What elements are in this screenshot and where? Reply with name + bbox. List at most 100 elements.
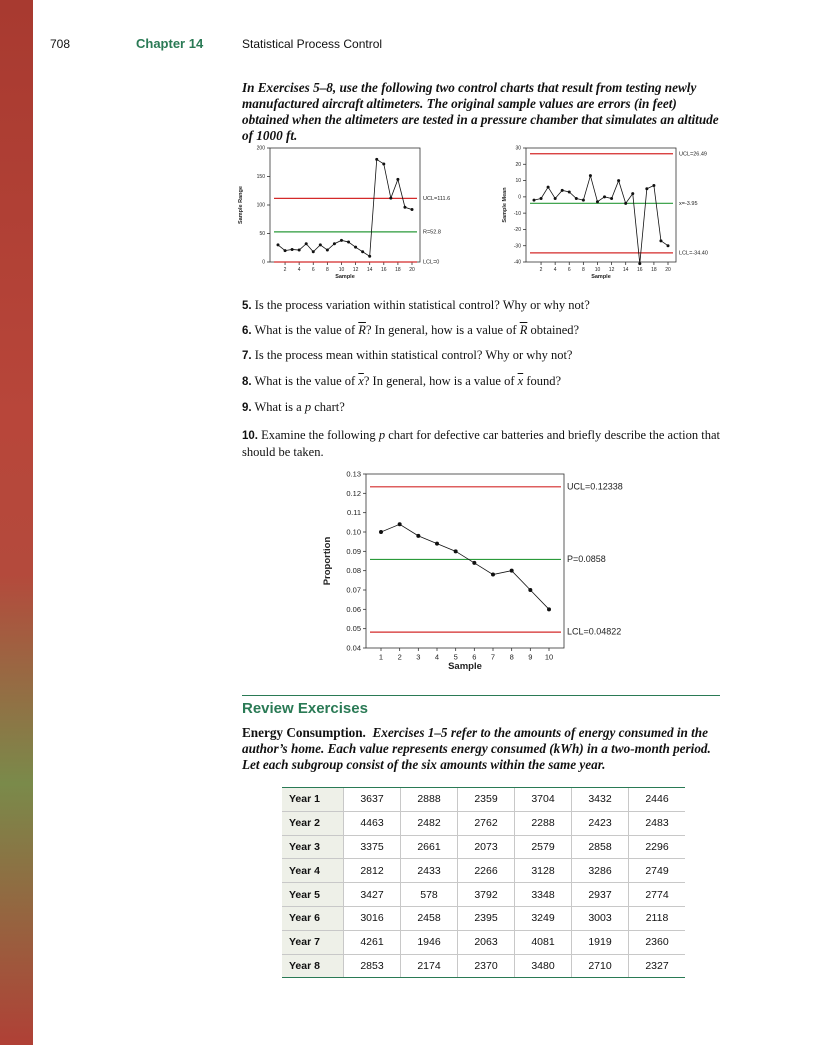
y-axis-label: Sample Mean [502, 187, 508, 223]
y-axis-label: Sample Range [238, 186, 244, 224]
data-point [472, 560, 477, 565]
data-point [382, 162, 386, 166]
table-row: Year 5 3427 578 3792 3348 2937 2774 [282, 882, 685, 907]
table-cell: 2063 [457, 930, 515, 955]
y-tick-label: 0.04 [346, 644, 361, 653]
x-tick-label: 8 [326, 267, 329, 273]
page-spine-decoration [0, 0, 33, 1045]
table-cell: 1919 [571, 930, 629, 955]
table-cell: 3637 [343, 787, 401, 812]
question-number: 10. [242, 430, 258, 442]
x-tick-label: 7 [491, 653, 495, 662]
energy-table: Year 1 3637 2888 2359 3704 3432 2446 Year 2 4463… [282, 787, 685, 979]
y-tick-label: 0 [518, 195, 521, 201]
table-cell: 4463 [343, 811, 401, 836]
data-point [290, 247, 294, 251]
x-tick-label: 16 [637, 267, 643, 273]
control-line-label: x=-3.95 [679, 201, 698, 207]
r-bar-symbol: R [519, 323, 528, 337]
y-tick-label: 0.13 [346, 470, 361, 479]
table-cell: 2370 [457, 954, 515, 979]
x-axis-label: Sample [448, 661, 482, 672]
data-point [354, 245, 358, 249]
data-point [595, 200, 599, 204]
table-row: Year 8 2853 2174 2370 3480 2710 2327 [282, 954, 685, 979]
data-point [368, 254, 372, 258]
x-tick-label: 8 [510, 653, 514, 662]
data-point [283, 249, 287, 253]
control-line-label: R=52.8 [423, 230, 441, 236]
x-tick-label: 12 [609, 267, 615, 273]
table-cell: 2661 [400, 835, 458, 860]
question-text: Is the process mean within statistical c… [254, 348, 573, 362]
y-tick-label: 100 [257, 203, 266, 209]
row-label: Year 6 [282, 906, 344, 931]
table-cell: 2433 [400, 858, 458, 884]
table-cell: 2458 [400, 906, 458, 931]
control-line-label: UCL=26.49 [679, 151, 707, 157]
data-point [403, 205, 407, 209]
question-text: What is a [254, 400, 305, 414]
review-exercises-heading: Review Exercises [242, 700, 368, 717]
question-text: ? In general, how is a value of [365, 323, 520, 337]
row-label: Year 7 [282, 930, 344, 955]
table-cell: 2446 [628, 787, 685, 812]
data-point [318, 243, 322, 247]
y-tick-label: 10 [515, 178, 521, 184]
x-tick-label: 20 [409, 267, 415, 273]
r-bar-symbol: R [358, 323, 366, 337]
x-tick-label: 14 [623, 267, 629, 273]
x-tick-label: 4 [298, 267, 301, 273]
table-cell: 3003 [571, 906, 629, 931]
control-line-label: UCL=111.6 [423, 196, 450, 202]
exercise-intro: In Exercises 5–8, use the following two … [242, 80, 719, 143]
question-6: 6. What is the value of R? In general, h… [242, 322, 720, 339]
control-line-label: UCL=0.12338 [567, 481, 623, 491]
table-cell: 2359 [457, 787, 515, 812]
question-text: Examine the following [261, 428, 379, 442]
table-cell: 1946 [400, 930, 458, 955]
y-tick-label: 30 [515, 146, 521, 152]
table-cell: 3375 [343, 835, 401, 860]
table-cell: 2812 [343, 858, 401, 884]
question-text: What is the value of [254, 323, 359, 337]
table-cell: 2937 [571, 882, 629, 907]
y-tick-label: 0.09 [346, 547, 361, 556]
table-row: Year 1 3637 2888 2359 3704 3432 2446 [282, 787, 685, 812]
x-tick-label: 6 [568, 267, 571, 273]
data-point [325, 248, 329, 252]
control-line-label: LCL=0.04822 [567, 627, 621, 637]
x-tick-label: 16 [381, 267, 387, 273]
data-point [453, 549, 458, 554]
y-tick-label: 200 [257, 146, 266, 152]
data-point [553, 196, 557, 200]
table-row: Year 6 3016 2458 2395 3249 3003 2118 [282, 906, 685, 931]
table-cell: 3704 [514, 787, 572, 812]
section-divider [242, 695, 720, 696]
y-tick-label: 0.10 [346, 528, 361, 537]
table-cell: 3348 [514, 882, 572, 907]
data-point [659, 239, 663, 243]
data-point [574, 196, 578, 200]
y-tick-label: 50 [259, 231, 265, 237]
y-tick-label: 0.06 [346, 605, 361, 614]
table-cell: 3286 [571, 858, 629, 884]
x-tick-label: 2 [540, 267, 543, 273]
question-9: 9. What is a p chart? [242, 399, 720, 416]
review-intro: Energy Consumption. Exercises 1–5 refer … [242, 725, 720, 773]
data-point [509, 568, 514, 573]
control-line-label: P=0.0858 [567, 554, 606, 564]
data-series-line [533, 174, 669, 264]
control-line-label: LCL=-34.40 [679, 251, 708, 257]
x-axis-label: Sample [591, 274, 611, 280]
table-cell: 2774 [628, 882, 685, 907]
table-cell: 3427 [343, 882, 401, 907]
data-point [339, 238, 343, 242]
table-cell: 4081 [514, 930, 572, 955]
y-axis-label: Proportion [322, 537, 333, 586]
x-tick-label: 9 [528, 653, 532, 662]
y-tick-label: 0.12 [346, 489, 361, 498]
table-row: Year 7 4261 1946 2063 4081 1919 2360 [282, 930, 685, 955]
data-point [276, 243, 280, 247]
table-cell: 2073 [457, 835, 515, 860]
